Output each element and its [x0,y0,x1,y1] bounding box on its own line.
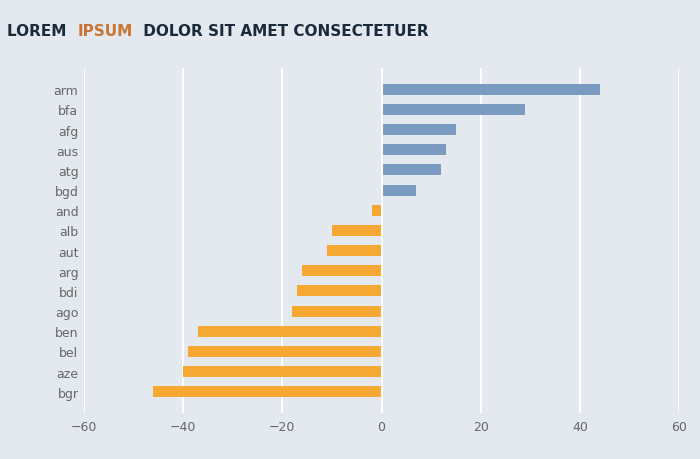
Bar [382,185,416,196]
Text: DOLOR SIT AMET CONSECTETUER: DOLOR SIT AMET CONSECTETUER [138,24,429,39]
Bar [302,266,382,277]
Bar [382,84,600,95]
Bar [183,366,382,377]
Bar [298,286,382,297]
Bar [198,326,382,337]
Bar [382,165,441,176]
Bar [153,386,382,397]
Text: IPSUM: IPSUM [78,24,133,39]
Bar [332,225,382,236]
Bar [382,145,446,156]
Bar [327,246,382,257]
Bar [382,105,525,116]
Bar [293,306,382,317]
Bar [188,346,382,357]
Bar [372,205,382,216]
Bar [382,125,456,136]
Text: LOREM: LOREM [6,24,71,39]
